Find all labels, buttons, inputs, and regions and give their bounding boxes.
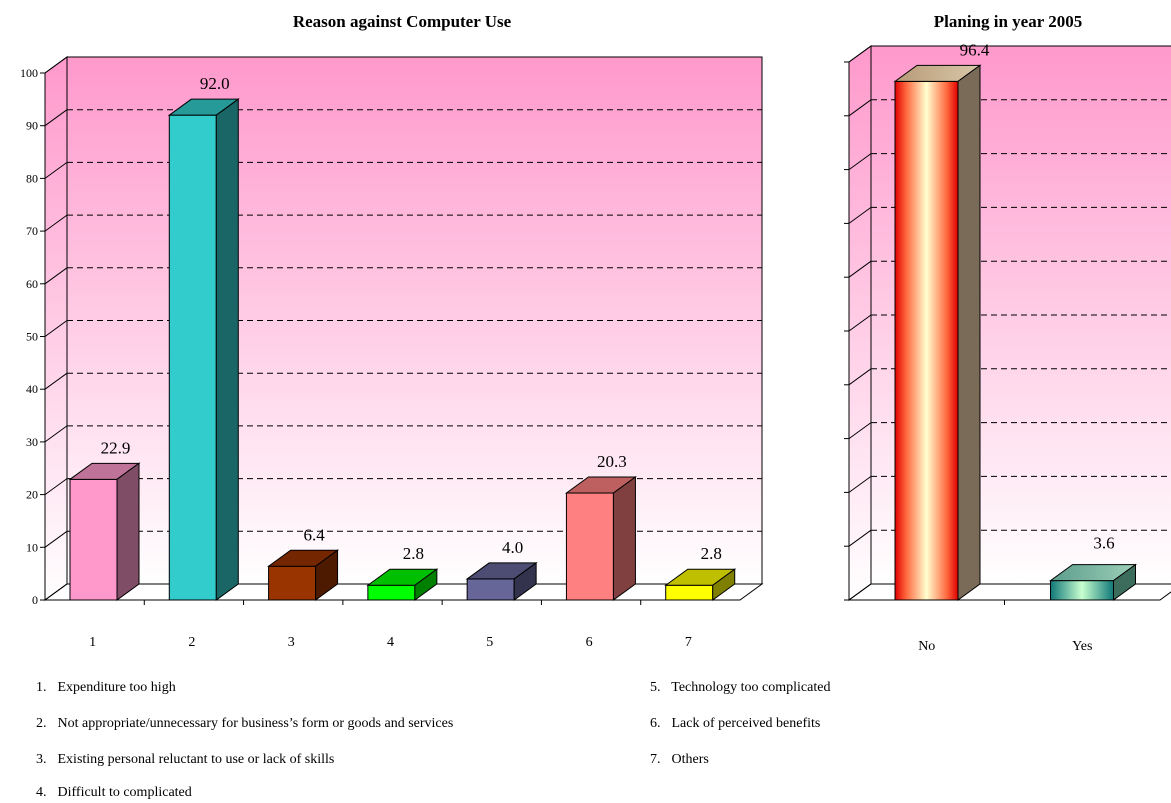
y-tick-label: 90: [26, 119, 38, 133]
chart-1-plot-area: [43, 56, 764, 601]
chart-2: Planing in year 2005 No Yes 96.4 3.6: [844, 12, 1171, 654]
bar-side: [513, 561, 537, 601]
data-label: 22.9: [101, 438, 131, 457]
x-tick-label: 3: [288, 635, 295, 650]
bar-2: 92.0: [167, 74, 240, 601]
legend-item-4: 4. Difficult to complicated: [36, 785, 192, 800]
y-tick-label: 30: [26, 435, 38, 449]
chart-2-title: Planing in year 2005: [934, 12, 1082, 31]
bar-4: 2.8: [366, 544, 439, 601]
chart-1-bars: 22.9 92.0 6.4 2.8 4.0 20.3 2.8: [68, 74, 737, 601]
gridline-side: [44, 267, 68, 285]
data-label: 6.4: [303, 525, 325, 544]
gridline-side: [44, 372, 68, 390]
chart-2-bars: 96.4 3.6: [893, 40, 1138, 601]
bar-7: 2.8: [664, 544, 737, 601]
bar-5: 4.0: [465, 538, 538, 601]
bar-side: [612, 476, 636, 601]
gridline-side: [44, 161, 68, 179]
y-tick-label: 70: [26, 224, 38, 238]
data-label: 3.6: [1093, 534, 1114, 553]
x-tick-label: 4: [387, 635, 394, 650]
y-tick-label: 80: [26, 171, 38, 185]
gridline-side: [44, 320, 68, 337]
gridline-side: [44, 530, 68, 548]
x-tick-label: 1: [89, 635, 96, 650]
bar-side: [957, 64, 981, 601]
legend-item-2: 2. Not appropriate/unnecessary for busin…: [36, 716, 454, 731]
y-tick-label: 100: [20, 66, 38, 80]
data-label: 96.4: [960, 40, 990, 59]
data-label: 92.0: [200, 74, 230, 93]
bar-front: [894, 80, 959, 601]
gridline-side: [848, 368, 872, 386]
x-tick-label: 7: [685, 635, 692, 650]
gridline-side: [848, 422, 872, 440]
chart-1-title: Reason against Computer Use: [293, 12, 512, 31]
legend-item-3: 3. Existing personal reluctant to use or…: [36, 752, 335, 767]
x-tick-label: Yes: [1072, 639, 1092, 654]
bar-3: 6.4: [267, 525, 340, 601]
data-label: 4.0: [502, 538, 523, 557]
bar-front: [565, 492, 614, 601]
bar-front: [1050, 580, 1114, 601]
legend-item-5: 5. Technology too complicated: [650, 680, 831, 695]
x-tick-label: No: [918, 639, 935, 654]
bar-front: [268, 565, 317, 601]
gridline-side: [848, 45, 872, 63]
gridline-side: [848, 99, 872, 117]
bar-Yes: 3.6: [1048, 534, 1138, 601]
bar-side: [1113, 563, 1136, 601]
data-label: 2.8: [701, 544, 722, 563]
gridline-side: [44, 109, 68, 127]
y-tick-label: 0: [32, 593, 38, 607]
y-tick-label: 60: [26, 277, 38, 291]
legend-item-1: 1. Expenditure too high: [36, 680, 176, 695]
bar-No: 96.4: [893, 40, 990, 601]
legend-item-7: 7. Others: [650, 752, 709, 767]
data-label: 20.3: [597, 452, 627, 471]
gridline-side: [848, 583, 872, 601]
bar-front: [69, 478, 118, 601]
gridline-side: [848, 529, 872, 547]
gridline-side: [848, 206, 872, 224]
y-tick-label: 50: [26, 330, 38, 344]
x-tick-label: 6: [586, 635, 593, 650]
gridline-side: [44, 56, 68, 74]
bar-front: [466, 578, 515, 601]
bar-front: [665, 584, 714, 601]
gridline-side: [44, 214, 68, 232]
bar-side: [414, 568, 438, 601]
bar-front: [367, 584, 416, 601]
chart-1: Reason against Computer Use 0 10 20 30 40 50 6…: [20, 12, 764, 650]
bar-1: 22.9: [68, 438, 141, 601]
data-label: 2.8: [403, 544, 424, 563]
y-tick-label: 40: [26, 382, 38, 396]
gridline-side: [848, 260, 872, 278]
gridline-side: [848, 153, 872, 171]
bar-side: [215, 98, 239, 601]
bar-side: [712, 568, 736, 601]
y-tick-label: 20: [26, 488, 38, 502]
gridline-side: [44, 583, 68, 601]
bar-side: [315, 549, 339, 601]
legend-item-6: 6. Lack of perceived benefits: [650, 716, 821, 731]
gridline-side: [44, 425, 68, 443]
bar-side: [116, 462, 140, 601]
x-tick-label: 5: [486, 635, 493, 650]
gridline-side: [44, 478, 68, 496]
bar-6: 20.3: [564, 452, 637, 601]
x-tick-label: 2: [188, 635, 195, 650]
y-tick-label: 10: [26, 540, 38, 554]
gridline-side: [848, 314, 872, 332]
gridline-side: [848, 475, 872, 493]
bar-front: [168, 114, 217, 601]
